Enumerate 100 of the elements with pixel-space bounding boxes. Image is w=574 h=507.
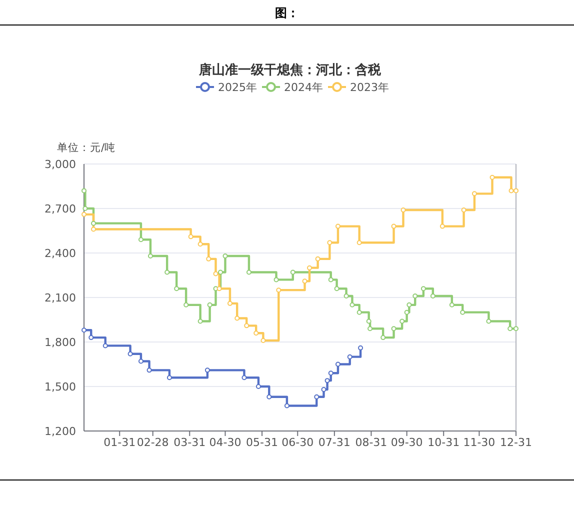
- legend-label: 2024年: [284, 81, 323, 94]
- y-tick-label: 2,700: [44, 202, 76, 216]
- point: [244, 323, 250, 328]
- point: [324, 378, 330, 384]
- point: [284, 403, 290, 408]
- point: [164, 270, 170, 275]
- point: [391, 224, 396, 229]
- point: [82, 212, 86, 217]
- point: [490, 174, 495, 180]
- point: [274, 277, 279, 282]
- y-tick-label: 1,200: [44, 425, 76, 438]
- point: [461, 207, 466, 212]
- point: [88, 335, 94, 340]
- point: [358, 345, 364, 350]
- y-tick-label: 2,400: [44, 247, 76, 260]
- point: [460, 310, 466, 315]
- y-tick-label: 1,800: [44, 336, 76, 349]
- x-tick-label: 02-28: [136, 436, 169, 449]
- point: [347, 354, 352, 360]
- point: [82, 188, 86, 194]
- point: [302, 278, 308, 284]
- point: [356, 240, 362, 246]
- point: [254, 330, 259, 336]
- point: [276, 288, 282, 293]
- point: [404, 310, 410, 315]
- point: [514, 326, 518, 332]
- point: [449, 302, 454, 308]
- point: [334, 286, 340, 292]
- y-tick-label: 1,500: [44, 380, 76, 394]
- point: [246, 270, 252, 275]
- point: [184, 302, 189, 308]
- point: [90, 220, 96, 226]
- point: [306, 265, 312, 270]
- point: [420, 286, 426, 292]
- point: [206, 256, 212, 262]
- x-tick-label: 11-30: [463, 436, 496, 449]
- point: [204, 368, 210, 373]
- point: [344, 294, 349, 299]
- point: [335, 224, 340, 229]
- point: [406, 302, 412, 308]
- point: [213, 271, 218, 276]
- x-tick-label: 05-31: [246, 436, 278, 449]
- legend-label: 2025年: [218, 81, 257, 94]
- y-tick-label: 2,100: [44, 292, 76, 304]
- x-tick-label: 12-31: [500, 436, 532, 449]
- point: [412, 294, 418, 299]
- point: [508, 326, 513, 332]
- point: [256, 384, 261, 389]
- point: [218, 270, 223, 275]
- x-tick-label: 03-31: [174, 436, 206, 449]
- point: [242, 375, 247, 380]
- point: [315, 256, 320, 262]
- point: [128, 351, 133, 356]
- point: [198, 242, 203, 247]
- point: [400, 207, 406, 212]
- point: [198, 318, 203, 324]
- point: [227, 300, 232, 306]
- y-axis-title: 单位：元/吨: [57, 141, 116, 154]
- point: [188, 234, 194, 240]
- point: [328, 277, 334, 282]
- point: [234, 316, 240, 321]
- point: [368, 326, 373, 332]
- x-tick-label: 07-31: [318, 436, 350, 449]
- point: [391, 326, 396, 332]
- point: [166, 375, 172, 380]
- x-tick-label: 09-30: [390, 436, 423, 449]
- point: [321, 386, 326, 392]
- point: [508, 188, 514, 194]
- point: [486, 318, 492, 324]
- point: [356, 310, 362, 315]
- x-tick-label: 06-30: [282, 436, 314, 449]
- point: [440, 224, 445, 229]
- point: [314, 394, 320, 400]
- point: [335, 362, 340, 367]
- point: [266, 394, 272, 400]
- legend-label: 2023年: [350, 81, 389, 94]
- point: [216, 286, 222, 292]
- point: [430, 294, 436, 299]
- point: [380, 335, 386, 340]
- point: [102, 343, 108, 348]
- point: [514, 188, 518, 194]
- x-tick-label: 10-31: [428, 436, 460, 449]
- point: [90, 226, 96, 232]
- point: [472, 191, 477, 196]
- point: [82, 206, 88, 211]
- point: [148, 253, 153, 258]
- point: [290, 270, 296, 275]
- point: [328, 370, 334, 376]
- y-tick-label: 3,000: [44, 158, 76, 171]
- point: [327, 240, 332, 246]
- x-tick-label: 04-30: [209, 436, 242, 449]
- point: [82, 328, 86, 333]
- x-tick-label: 01-31: [104, 436, 136, 449]
- point: [366, 318, 372, 324]
- point: [222, 253, 228, 258]
- point: [138, 237, 144, 242]
- point: [138, 358, 144, 364]
- point: [146, 368, 152, 373]
- x-tick-label: 08-31: [355, 436, 388, 449]
- text: 图：: [275, 6, 299, 20]
